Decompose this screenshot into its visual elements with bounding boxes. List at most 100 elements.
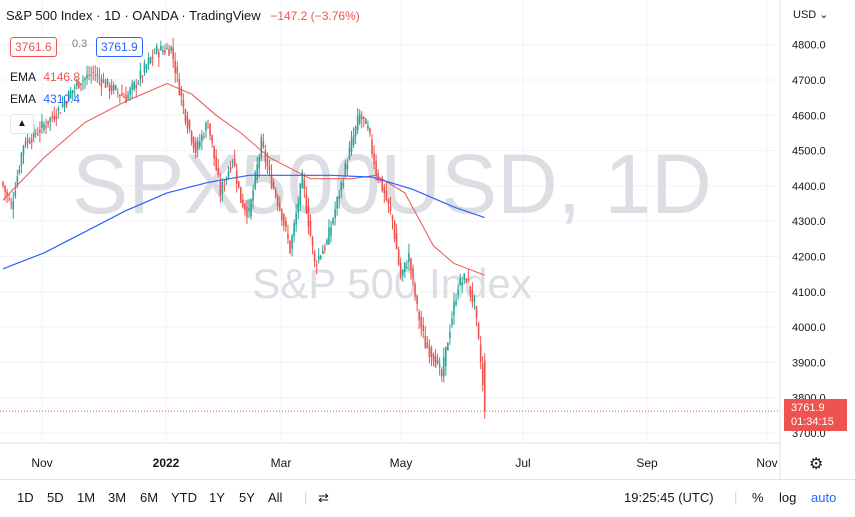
candle <box>123 92 125 98</box>
candle <box>365 117 367 125</box>
candle <box>92 65 94 81</box>
candle <box>215 149 217 172</box>
candle <box>285 216 287 232</box>
candle <box>432 352 435 367</box>
candle <box>76 77 78 90</box>
candle <box>201 130 203 151</box>
price-change: −147.2 (−3.76%) <box>270 9 360 23</box>
currency-selector[interactable]: USD ⌄ <box>793 8 829 21</box>
y-tick-label: 4300.0 <box>792 216 826 228</box>
log-toggle[interactable]: log <box>779 490 797 505</box>
candle <box>422 317 425 339</box>
range-6m-button[interactable]: 6M <box>140 490 159 505</box>
candle <box>237 181 240 190</box>
candle <box>190 129 193 146</box>
time-axis[interactable]: Nov 2022 Mar May Jul Sep Nov <box>31 456 777 470</box>
candle <box>293 219 295 243</box>
candle <box>473 294 476 310</box>
candle <box>186 111 189 134</box>
y-tick-label: 4600.0 <box>792 110 826 122</box>
candle <box>20 151 23 174</box>
candle <box>22 144 25 165</box>
symbol-name[interactable]: S&P 500 Index <box>6 8 93 23</box>
candle <box>283 213 285 232</box>
candle <box>90 66 92 84</box>
candle <box>317 248 320 264</box>
range-5y-button[interactable]: 5Y <box>239 490 255 505</box>
range-1m-button[interactable]: 1M <box>77 490 96 505</box>
clock-time[interactable]: 19:25:45 (UTC) <box>624 490 714 505</box>
candle <box>250 198 252 220</box>
candle <box>45 118 47 135</box>
candle <box>445 346 447 376</box>
candle <box>94 65 97 82</box>
candle <box>254 169 256 191</box>
candle <box>278 196 281 212</box>
range-5d-button[interactable]: 5D <box>47 490 64 505</box>
percent-toggle[interactable]: % <box>752 490 764 505</box>
range-all-button[interactable]: All <box>268 490 283 505</box>
candle <box>131 79 133 99</box>
header-sep: · <box>181 8 190 23</box>
candle <box>334 201 336 226</box>
candle <box>63 99 66 113</box>
candle <box>408 243 410 271</box>
symbol-header[interactable]: S&P 500 Index · 1D · OANDA · TradingView… <box>6 8 360 23</box>
range-1y-button[interactable]: 1Y <box>209 490 225 505</box>
candle <box>207 119 209 129</box>
candle <box>465 277 468 284</box>
auto-toggle[interactable]: auto <box>811 490 837 505</box>
chevron-down-icon: ⌄ <box>819 9 829 21</box>
ema-fast-legend[interactable]: EMA 4146.8 <box>10 70 80 84</box>
candle <box>434 349 437 368</box>
candles <box>2 37 486 419</box>
candle <box>322 245 324 255</box>
price-axis[interactable]: 4800.0 4700.0 4600.0 4500.0 4400.0 4300.0 4200… <box>792 40 826 440</box>
candle <box>369 127 371 137</box>
candle <box>354 125 357 144</box>
candle <box>330 221 332 243</box>
candle <box>168 44 170 56</box>
candle <box>139 62 142 87</box>
candle <box>287 224 289 244</box>
candle <box>391 214 394 230</box>
y-tick-label: 4700.0 <box>792 75 826 87</box>
candle <box>30 131 33 150</box>
candle <box>358 109 361 126</box>
bid-box[interactable]: 3761.6 <box>10 37 57 57</box>
gear-icon[interactable]: ⚙ <box>809 456 824 473</box>
candle <box>346 158 349 177</box>
compare-icon[interactable]: ⇄ <box>318 490 329 505</box>
candle <box>453 292 455 325</box>
bottom-toolbar: 1D 5D 1M 3M 6M YTD 1Y 5Y All | ⇄ 19:25:4… <box>0 479 855 517</box>
candle <box>350 130 353 156</box>
ema-slow-name: EMA <box>10 92 37 106</box>
candle <box>274 187 277 199</box>
candle <box>248 199 250 219</box>
range-1d-button[interactable]: 1D <box>17 490 34 505</box>
range-ytd-button[interactable]: YTD <box>171 490 197 505</box>
range-3m-button[interactable]: 3M <box>108 490 127 505</box>
candle <box>211 134 213 148</box>
candle <box>219 172 222 203</box>
chevron-up-icon[interactable]: ▲ <box>10 114 34 134</box>
ema-slow-legend[interactable]: EMA 4310.4 <box>10 92 80 106</box>
candle <box>348 141 351 161</box>
candle <box>319 254 322 261</box>
candle <box>188 119 191 133</box>
candle <box>436 353 439 365</box>
candle <box>69 87 72 100</box>
candle <box>160 40 162 51</box>
ask-box[interactable]: 3761.9 <box>96 37 143 57</box>
candle <box>28 136 31 145</box>
candle <box>104 78 107 88</box>
candle <box>125 86 127 104</box>
candle <box>98 68 101 86</box>
candle <box>147 52 150 70</box>
candle <box>96 66 99 83</box>
candle <box>412 264 414 286</box>
candle <box>399 257 402 280</box>
candle <box>301 169 304 189</box>
